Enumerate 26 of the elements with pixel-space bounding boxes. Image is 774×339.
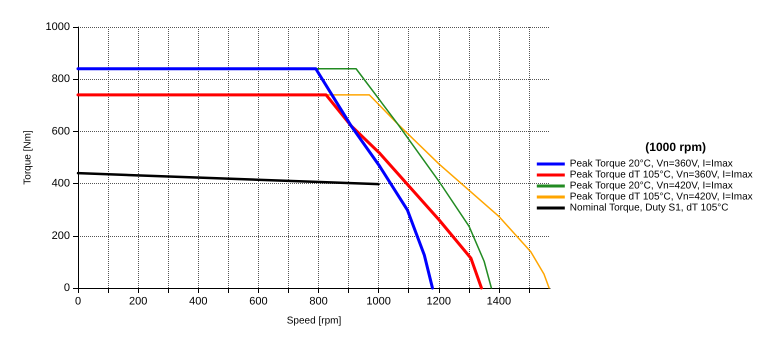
line-series bbox=[76, 67, 434, 290]
y-tick-label: 1000 bbox=[46, 21, 70, 33]
x-tick-label: 200 bbox=[128, 296, 148, 308]
y-tick-label: 600 bbox=[52, 125, 70, 138]
legend-label: Peak Torque dT 105°C, Vn=420V, I=Imax bbox=[570, 192, 753, 202]
legend-label: Peak Torque 20°C, Vn=420V, I=Imax bbox=[570, 180, 733, 192]
x-tick-label: 1400 bbox=[486, 296, 512, 308]
y-tick-label: 0 bbox=[64, 282, 70, 294]
line-series bbox=[325, 94, 550, 289]
x-tick-label: 600 bbox=[249, 296, 268, 308]
x-tick-label: 1000 bbox=[366, 296, 391, 308]
y-tick-label: 400 bbox=[52, 178, 70, 190]
y-tick-label: 800 bbox=[52, 73, 70, 86]
legend-label: Nominal Torque, Duty S1, dT 105°C bbox=[570, 202, 729, 214]
x-tick-label: 400 bbox=[189, 296, 208, 308]
y-axis-title: Torque [Nm] bbox=[22, 130, 34, 185]
x-tick-label: 1200 bbox=[426, 296, 452, 308]
line-series bbox=[76, 93, 483, 290]
x-axis-title: Speed [rpm] bbox=[286, 316, 342, 326]
y-tick-label: 200 bbox=[52, 230, 70, 242]
line-series bbox=[315, 68, 492, 289]
legend-title: (1000 rpm) bbox=[645, 140, 706, 154]
x-tick-label: 800 bbox=[309, 296, 328, 308]
legend-label: Peak Torque dT 105°C, Vn=360V, I=Imax bbox=[570, 170, 753, 180]
legend-label: Peak Torque 20°C, Vn=360V, I=Imax bbox=[570, 158, 733, 170]
x-tick-label: 0 bbox=[74, 296, 82, 308]
